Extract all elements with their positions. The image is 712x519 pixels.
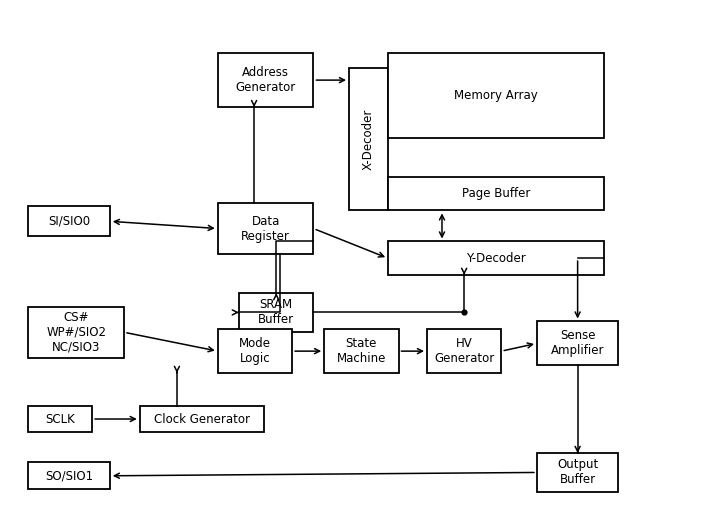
FancyBboxPatch shape bbox=[239, 293, 313, 332]
Text: Y-Decoder: Y-Decoder bbox=[466, 252, 526, 265]
Text: Page Buffer: Page Buffer bbox=[462, 187, 530, 200]
Text: Mode
Logic: Mode Logic bbox=[239, 337, 271, 365]
FancyBboxPatch shape bbox=[218, 329, 292, 373]
FancyBboxPatch shape bbox=[28, 307, 124, 358]
Text: Clock Generator: Clock Generator bbox=[154, 413, 250, 426]
FancyBboxPatch shape bbox=[427, 329, 501, 373]
Text: Sense
Amplifier: Sense Amplifier bbox=[551, 330, 604, 358]
Text: SI/SIO0: SI/SIO0 bbox=[48, 215, 90, 228]
FancyBboxPatch shape bbox=[28, 405, 92, 432]
Text: SO/SIO1: SO/SIO1 bbox=[45, 469, 93, 482]
Text: SCLK: SCLK bbox=[46, 413, 75, 426]
FancyBboxPatch shape bbox=[388, 241, 604, 275]
FancyBboxPatch shape bbox=[349, 69, 388, 211]
Text: SRAM
Buffer: SRAM Buffer bbox=[258, 298, 294, 326]
Text: X-Decoder: X-Decoder bbox=[362, 109, 375, 170]
Text: Memory Array: Memory Array bbox=[454, 89, 538, 102]
FancyBboxPatch shape bbox=[218, 203, 313, 254]
FancyBboxPatch shape bbox=[28, 462, 110, 489]
Text: HV
Generator: HV Generator bbox=[434, 337, 494, 365]
FancyBboxPatch shape bbox=[537, 321, 619, 365]
FancyBboxPatch shape bbox=[28, 207, 110, 236]
FancyBboxPatch shape bbox=[140, 405, 264, 432]
Text: CS#
WP#/SIO2
NC/SIO3: CS# WP#/SIO2 NC/SIO3 bbox=[46, 311, 106, 354]
Text: Data
Register: Data Register bbox=[241, 214, 290, 242]
FancyBboxPatch shape bbox=[218, 53, 313, 107]
Text: Address
Generator: Address Generator bbox=[236, 66, 295, 94]
Text: State
Machine: State Machine bbox=[337, 337, 386, 365]
FancyBboxPatch shape bbox=[537, 453, 619, 492]
FancyBboxPatch shape bbox=[324, 329, 399, 373]
Text: Output
Buffer: Output Buffer bbox=[557, 458, 598, 486]
FancyBboxPatch shape bbox=[388, 177, 604, 211]
FancyBboxPatch shape bbox=[388, 53, 604, 138]
